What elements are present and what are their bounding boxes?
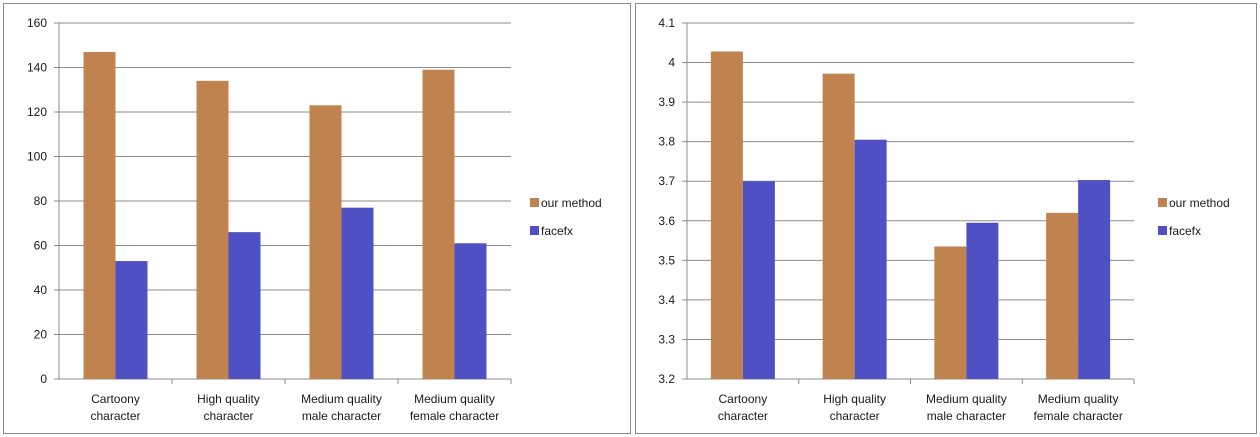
x-tick-label: character xyxy=(830,409,880,423)
chart-panel-right: 3.2 3.3 3.4 3.5 3.6 3.7 3.8 3.9 4 4.1 Cartoony char… xyxy=(635,3,1257,434)
x-tick-label: character xyxy=(718,409,768,423)
legend-label: facefx xyxy=(541,224,573,238)
x-tick-label: character xyxy=(90,409,140,423)
y-tick-label: 3.8 xyxy=(658,135,675,149)
bar-facefx xyxy=(454,243,487,379)
bar-our-method xyxy=(934,246,967,379)
bar-chart-left: 0 20 40 60 80 100 120 140 160 Cartoony character Hi… xyxy=(27,16,602,423)
y-tick-label: 160 xyxy=(27,16,47,30)
x-tick-label: character xyxy=(203,409,253,423)
bar-facefx xyxy=(854,139,887,379)
y-tick-label: 80 xyxy=(34,194,48,208)
y-tick-label: 100 xyxy=(27,150,47,164)
legend-swatch xyxy=(530,226,539,235)
x-tick-label: Cartoony xyxy=(91,392,140,406)
bar-facefx xyxy=(1078,180,1111,379)
bar-our-method xyxy=(309,105,342,379)
legend-swatch xyxy=(530,198,539,207)
bar-facefx xyxy=(966,222,999,379)
y-tick-label: 3.6 xyxy=(658,214,675,228)
bar-facefx xyxy=(341,207,374,379)
y-tick-label: 3.3 xyxy=(658,332,675,346)
x-tick-label: Cartoony xyxy=(719,392,768,406)
bar-our-method xyxy=(196,80,229,379)
x-tick-label: female character xyxy=(1033,409,1122,423)
bar-facefx xyxy=(115,261,148,379)
bar-our-method xyxy=(83,51,116,380)
y-tick-label: 0 xyxy=(40,372,47,386)
bar-facefx xyxy=(228,232,261,379)
legend-label: our method xyxy=(1169,196,1230,210)
bar-facefx xyxy=(742,181,775,379)
chart-panel-left: 0 20 40 60 80 100 120 140 160 Cartoony character Hi… xyxy=(3,3,631,434)
y-tick-label: 120 xyxy=(27,105,47,119)
legend-label: facefx xyxy=(1169,224,1201,238)
y-tick-label: 3.9 xyxy=(658,95,675,109)
x-tick-label: Medium quality xyxy=(301,392,382,406)
y-tick-label: 3.5 xyxy=(658,253,675,267)
bar-chart-right: 3.2 3.3 3.4 3.5 3.6 3.7 3.8 3.9 4 4.1 Cartoony char… xyxy=(658,16,1230,423)
x-tick-label: Medium quality xyxy=(926,392,1007,406)
y-tick-label: 4.1 xyxy=(658,16,675,30)
legend-swatch xyxy=(1158,198,1167,207)
y-tick-label: 40 xyxy=(34,283,48,297)
x-tick-label: male character xyxy=(302,409,381,423)
y-tick-label: 140 xyxy=(27,61,47,75)
x-tick-label: male character xyxy=(927,409,1006,423)
bar-our-method xyxy=(422,69,455,379)
legend-swatch xyxy=(1158,226,1167,235)
y-tick-label: 20 xyxy=(34,328,48,342)
x-tick-label: High quality xyxy=(197,392,260,406)
y-tick-label: 3.4 xyxy=(658,293,675,307)
x-tick-label: female character xyxy=(410,409,499,423)
y-tick-label: 3.7 xyxy=(658,174,675,188)
x-tick-label: High quality xyxy=(823,392,886,406)
y-tick-label: 60 xyxy=(34,239,48,253)
x-tick-label: Medium quality xyxy=(414,392,495,406)
bar-our-method xyxy=(710,51,743,379)
bar-our-method xyxy=(822,73,855,380)
bar-our-method xyxy=(1046,212,1079,379)
y-tick-label: 3.2 xyxy=(658,372,675,386)
legend-label: our method xyxy=(541,196,602,210)
x-tick-label: Medium quality xyxy=(1038,392,1119,406)
y-tick-label: 4 xyxy=(668,56,675,70)
